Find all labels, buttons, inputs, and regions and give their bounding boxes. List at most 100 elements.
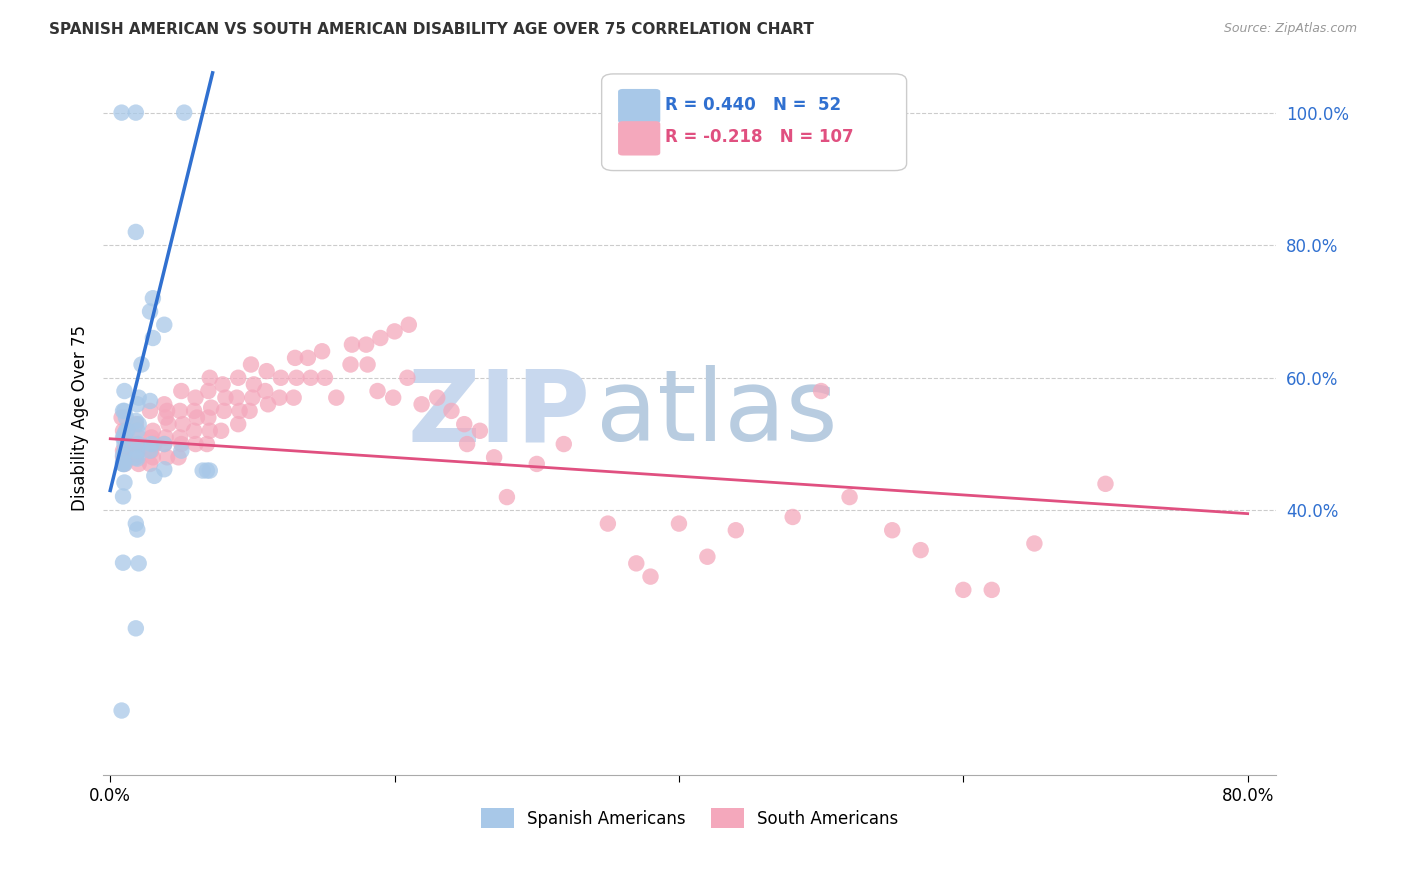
Point	[456, 437, 478, 451]
Point	[153, 437, 176, 451]
Point	[153, 462, 176, 476]
Point	[195, 464, 218, 478]
Point	[112, 556, 135, 570]
Point	[125, 414, 148, 428]
Point	[110, 704, 132, 718]
Point	[114, 445, 136, 459]
Legend: Spanish Americans, South Americans: Spanish Americans, South Americans	[474, 802, 905, 835]
Point	[114, 450, 136, 465]
Point	[396, 371, 419, 385]
Point	[153, 437, 176, 451]
Point	[141, 437, 163, 451]
Point	[367, 384, 389, 398]
Point	[299, 371, 322, 385]
Point	[482, 450, 505, 465]
Point	[128, 417, 150, 432]
Point	[384, 324, 406, 338]
Point	[112, 455, 135, 469]
FancyBboxPatch shape	[602, 74, 907, 170]
Point	[114, 437, 136, 451]
Y-axis label: Disability Age Over 75: Disability Age Over 75	[72, 325, 89, 510]
Point	[115, 410, 138, 425]
Point	[112, 490, 135, 504]
Point	[139, 404, 162, 418]
Point	[183, 424, 205, 438]
Point	[125, 417, 148, 432]
Point	[257, 397, 280, 411]
Point	[112, 457, 135, 471]
Point	[125, 105, 148, 120]
Point	[239, 404, 262, 418]
Point	[125, 450, 148, 465]
Point	[112, 404, 135, 418]
Point	[382, 391, 405, 405]
Point	[243, 377, 266, 392]
Point	[1094, 476, 1116, 491]
Point	[142, 331, 165, 345]
Text: atlas: atlas	[596, 366, 838, 462]
Point	[284, 351, 307, 365]
Point	[167, 450, 190, 465]
Point	[838, 490, 860, 504]
Point	[153, 397, 176, 411]
Point	[212, 404, 235, 418]
Point	[127, 443, 149, 458]
Point	[184, 437, 207, 451]
Point	[141, 443, 163, 458]
Point	[270, 371, 292, 385]
Point	[139, 394, 162, 409]
Point	[354, 337, 377, 351]
Point	[128, 443, 150, 458]
Point	[128, 457, 150, 471]
Point	[297, 351, 319, 365]
Point	[209, 424, 232, 438]
Point	[211, 377, 233, 392]
Point	[696, 549, 718, 564]
Point	[191, 464, 214, 478]
Point	[197, 384, 219, 398]
Point	[553, 437, 575, 451]
Point	[114, 404, 136, 418]
Point	[1024, 536, 1046, 550]
Point	[240, 358, 263, 372]
Point	[356, 358, 378, 372]
Point	[128, 430, 150, 444]
Point	[596, 516, 619, 531]
Point	[142, 424, 165, 438]
Point	[370, 331, 392, 345]
Point	[198, 424, 221, 438]
Point	[640, 569, 662, 583]
Point	[157, 417, 180, 432]
Point	[170, 384, 193, 398]
Text: ZIP: ZIP	[406, 366, 591, 462]
Point	[226, 371, 249, 385]
Point	[110, 105, 132, 120]
Point	[142, 450, 165, 465]
Point	[139, 457, 162, 471]
Text: R = 0.440   N =  52: R = 0.440 N = 52	[665, 95, 841, 113]
Point	[339, 358, 361, 372]
Point	[112, 450, 135, 465]
Point	[440, 404, 463, 418]
Point	[156, 404, 179, 418]
Point	[173, 105, 195, 120]
Point	[127, 523, 149, 537]
Point	[225, 391, 247, 405]
Point	[214, 391, 236, 405]
Point	[114, 384, 136, 398]
Point	[186, 410, 208, 425]
Point	[468, 424, 491, 438]
Point	[195, 437, 218, 451]
Point	[952, 582, 974, 597]
Point	[143, 468, 166, 483]
Point	[114, 427, 136, 442]
Point	[170, 443, 193, 458]
Point	[169, 430, 191, 444]
Point	[112, 448, 135, 462]
Point	[311, 344, 333, 359]
Point	[496, 490, 519, 504]
Point	[127, 447, 149, 461]
Point	[131, 358, 153, 372]
Point	[153, 318, 176, 332]
Point	[668, 516, 690, 531]
